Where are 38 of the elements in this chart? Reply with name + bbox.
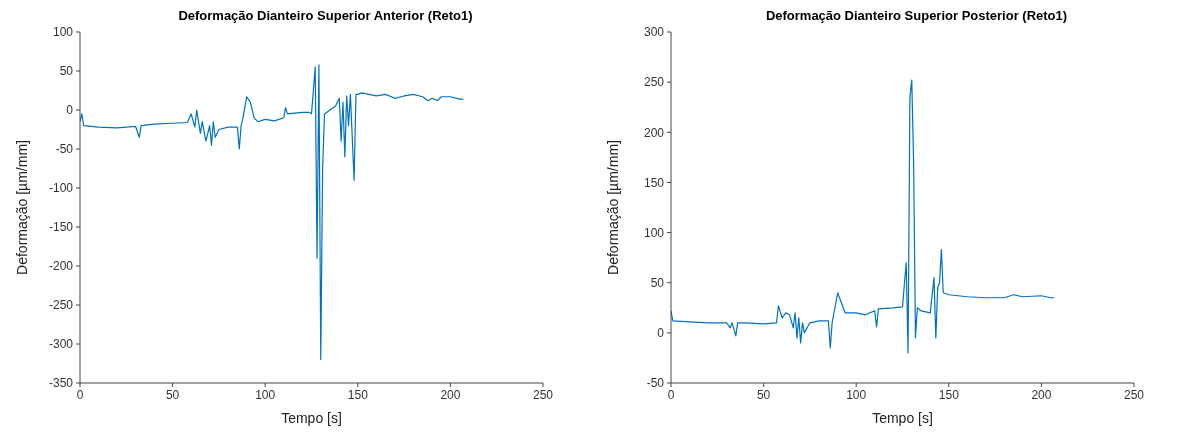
chart-title: Deformação Dianteiro Superior Anterior (Reto1) xyxy=(177,8,474,25)
x-axis-title: Tempo [s] xyxy=(281,410,342,426)
y-tick-label: 200 xyxy=(643,125,665,140)
x-tick-label: 100 xyxy=(846,387,867,402)
x-tick-label: 0 xyxy=(667,387,675,402)
x-tick-label: 50 xyxy=(165,387,180,402)
x-tick-label: 250 xyxy=(532,387,554,402)
chart-title: Deformação Dianteiro Superior Posterior (Reto1) xyxy=(764,8,1069,25)
y-tick-label: -50 xyxy=(646,376,665,391)
y-axis-title: Deformação [µm/mm] xyxy=(604,140,621,275)
x-axis-title: Tempo [s] xyxy=(872,410,933,426)
y-tick-label: -350 xyxy=(48,376,74,391)
y-tick-label: 300 xyxy=(643,25,665,40)
x-tick-label: 150 xyxy=(347,387,369,402)
x-tick-label: 150 xyxy=(938,387,960,402)
x-tick-label: 50 xyxy=(756,387,771,402)
x-tick-label: 0 xyxy=(76,387,84,402)
y-tick-label: 150 xyxy=(643,175,665,190)
y-tick-label: -250 xyxy=(48,298,74,313)
y-tick-label: -100 xyxy=(48,181,74,196)
x-tick-label: 200 xyxy=(440,387,461,402)
y-tick-label: 0 xyxy=(66,103,74,118)
y-axis-title: Deformação [µm/mm] xyxy=(13,140,30,275)
y-tick-label: 100 xyxy=(643,225,665,240)
x-tick-label: 200 xyxy=(1031,387,1052,402)
x-tick-label: 100 xyxy=(255,387,276,402)
y-tick-label: 50 xyxy=(59,64,74,79)
line-series xyxy=(80,64,464,361)
y-tick-label: 250 xyxy=(643,75,665,90)
y-tick-label: -200 xyxy=(48,259,74,274)
y-tick-label: 100 xyxy=(52,25,74,40)
x-tick-label: 250 xyxy=(1123,387,1145,402)
y-tick-label: 50 xyxy=(650,275,665,290)
y-tick-label: 0 xyxy=(657,326,665,341)
y-tick-label: -50 xyxy=(55,142,74,157)
line-series xyxy=(671,79,1055,354)
y-tick-label: -300 xyxy=(48,337,74,352)
y-tick-label: -150 xyxy=(48,220,74,235)
